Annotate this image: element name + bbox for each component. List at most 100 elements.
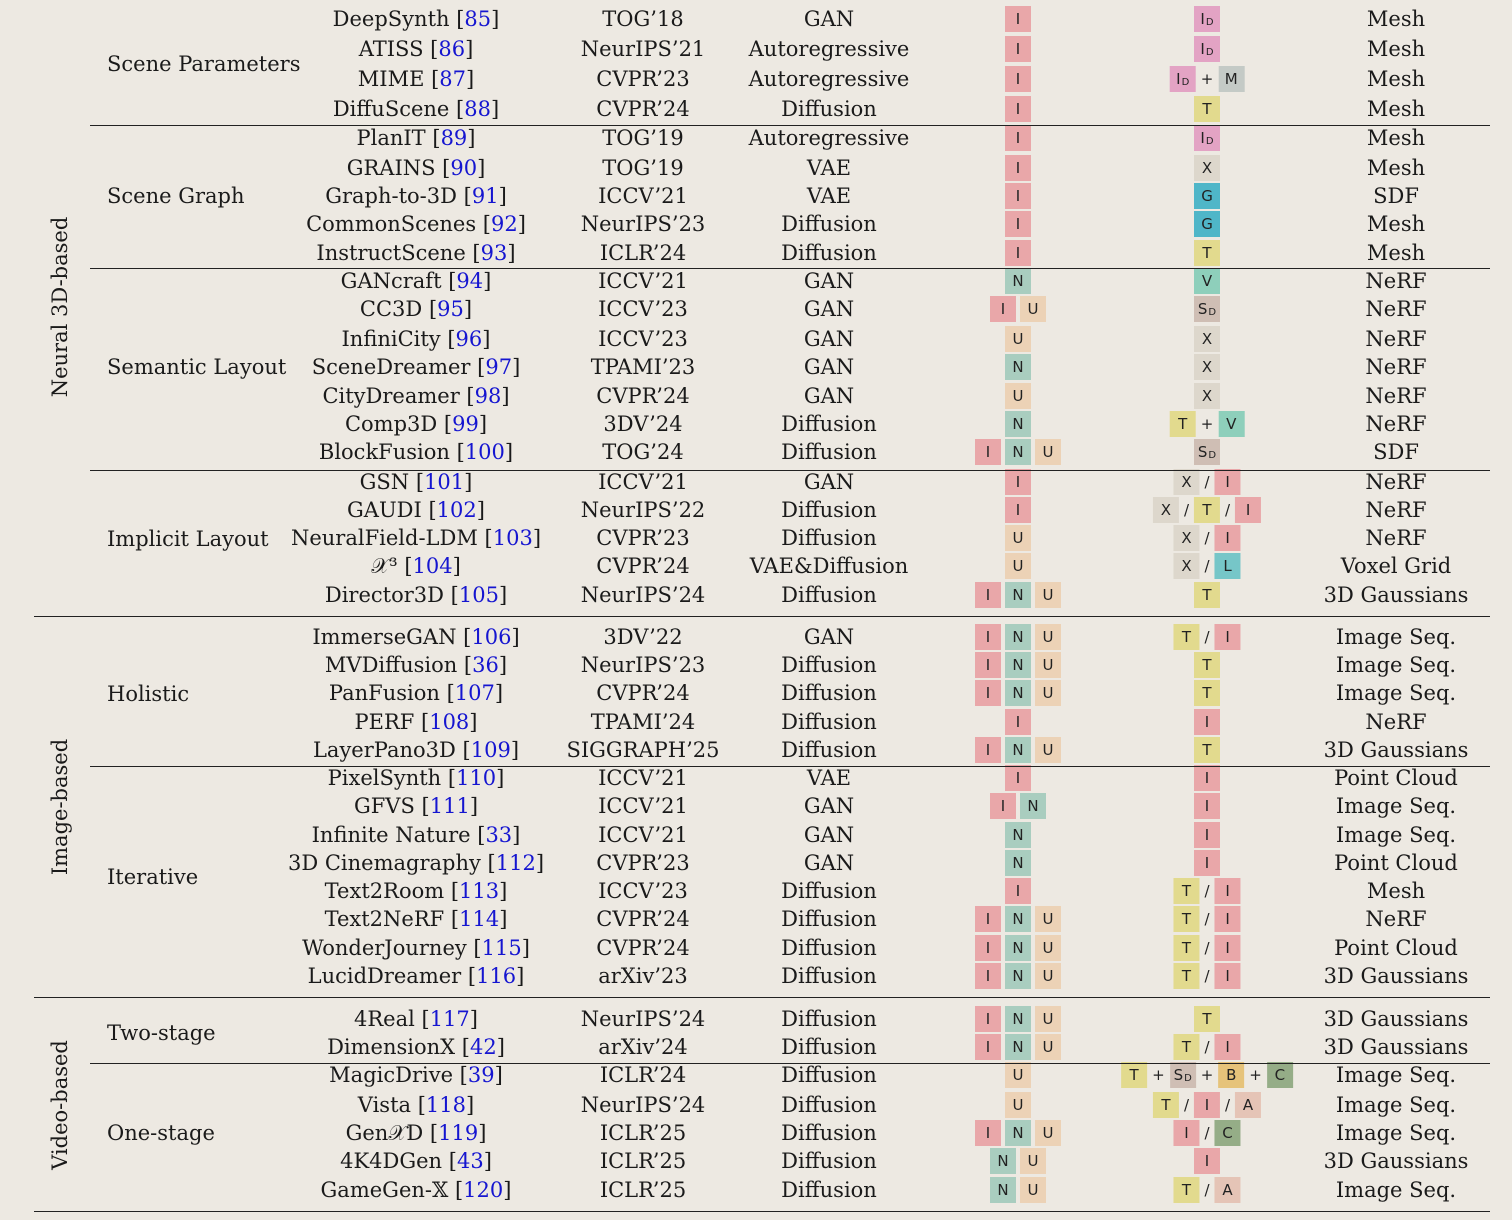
model-type: Diffusion bbox=[781, 681, 877, 705]
citation-link[interactable]: 104 bbox=[412, 554, 453, 578]
tag-c: C bbox=[1214, 1120, 1241, 1146]
citation-link[interactable]: 33 bbox=[485, 823, 513, 847]
model-type: GAN bbox=[803, 269, 855, 293]
citation-link[interactable]: 118 bbox=[425, 1093, 467, 1117]
citation-link[interactable]: 90 bbox=[450, 156, 478, 180]
citation-link[interactable]: 98 bbox=[474, 384, 502, 408]
citation-link[interactable]: 88 bbox=[464, 97, 491, 121]
citation-link[interactable]: 107 bbox=[454, 681, 495, 705]
method-name: LayerPano3D [109] bbox=[312, 738, 520, 762]
tag-t: T bbox=[1173, 1177, 1200, 1203]
input-tags: I bbox=[1005, 155, 1031, 181]
tag-n: N bbox=[1005, 906, 1031, 932]
method-name: BlockFusion [100] bbox=[318, 440, 514, 464]
tag-u: U bbox=[1020, 296, 1046, 322]
citation-link[interactable]: 108 bbox=[429, 710, 470, 734]
operator-symbol: / bbox=[1204, 628, 1210, 646]
citation-link[interactable]: 36 bbox=[472, 653, 499, 677]
representation: Image Seq. bbox=[1335, 1178, 1457, 1202]
tag-t: T bbox=[1173, 878, 1200, 904]
tag-x: X bbox=[1194, 354, 1220, 380]
tag-i: I bbox=[1173, 1120, 1200, 1146]
method-name: Vista [118] bbox=[357, 1093, 475, 1117]
tag-t: T bbox=[1194, 582, 1220, 608]
citation-link[interactable]: 95 bbox=[437, 297, 464, 321]
input-tags: I bbox=[1005, 96, 1031, 122]
method-label: ATISS bbox=[358, 37, 424, 61]
representation: Point Cloud bbox=[1334, 851, 1458, 875]
tag-t: T bbox=[1173, 906, 1200, 932]
citation-link[interactable]: 87 bbox=[439, 67, 467, 91]
citation-link[interactable]: 113 bbox=[459, 879, 500, 903]
tag-i: I bbox=[1005, 211, 1031, 237]
citation-link[interactable]: 86 bbox=[438, 37, 466, 61]
representation: Mesh bbox=[1366, 126, 1426, 150]
method-name: CommonScenes [92] bbox=[306, 212, 526, 236]
method-name: MVDiffusion [36] bbox=[324, 653, 508, 677]
representation: Point Cloud bbox=[1334, 936, 1458, 960]
citation-link[interactable]: 106 bbox=[471, 625, 512, 649]
method-label: 𝒳³ bbox=[371, 554, 398, 578]
citation-link[interactable]: 94 bbox=[456, 269, 484, 293]
citation-link[interactable]: 85 bbox=[464, 7, 492, 31]
citation-link[interactable]: 105 bbox=[458, 583, 499, 607]
tag-subscript: D bbox=[1205, 46, 1214, 58]
citation-link[interactable]: 114 bbox=[459, 907, 500, 931]
citation-link[interactable]: 111 bbox=[429, 794, 470, 818]
citation-link[interactable]: 99 bbox=[452, 412, 479, 436]
representation: Point Cloud bbox=[1334, 766, 1458, 790]
condition-tags: T / I bbox=[1173, 1034, 1241, 1060]
citation-link[interactable]: 101 bbox=[424, 470, 465, 494]
citation-link[interactable]: 89 bbox=[440, 126, 468, 150]
condition-tags: I bbox=[1194, 850, 1220, 876]
condition-tags: T / I bbox=[1173, 624, 1241, 650]
citation-link[interactable]: 109 bbox=[470, 738, 511, 762]
subgroup-label: Scene Parameters bbox=[107, 52, 301, 76]
tag-x: X bbox=[1173, 525, 1200, 551]
citation-link[interactable]: 120 bbox=[463, 1178, 504, 1202]
model-type: Diffusion bbox=[781, 964, 877, 988]
method-label: WonderJourney bbox=[302, 936, 467, 960]
tag-i: I bbox=[1214, 878, 1241, 904]
operator-symbol: / bbox=[1204, 529, 1210, 547]
method-name: ATISS [86] bbox=[358, 37, 474, 61]
tag-i: I bbox=[1005, 878, 1031, 904]
citation-link[interactable]: 103 bbox=[492, 526, 533, 550]
method-name: DiffuScene [88] bbox=[332, 97, 500, 121]
citation-link[interactable]: 96 bbox=[455, 327, 483, 351]
representation: Image Seq. bbox=[1335, 823, 1457, 847]
citation-link[interactable]: 119 bbox=[438, 1121, 479, 1145]
tag-x: X bbox=[1194, 155, 1220, 181]
input-tags: I bbox=[1005, 211, 1031, 237]
venue: ICCV’21 bbox=[598, 184, 688, 208]
method-name: InfiniCity [96] bbox=[341, 327, 491, 351]
citation-link[interactable]: 117 bbox=[429, 1007, 470, 1031]
model-type: GAN bbox=[803, 297, 855, 321]
citation-link[interactable]: 110 bbox=[456, 766, 497, 790]
venue: 3DV’24 bbox=[603, 412, 683, 436]
subgroup-label: Implicit Layout bbox=[107, 526, 269, 551]
operator-symbol: + bbox=[1200, 70, 1214, 88]
citation-link[interactable]: 92 bbox=[490, 212, 518, 236]
method-label: ImmerseGAN bbox=[312, 625, 457, 649]
citation-link[interactable]: 102 bbox=[436, 498, 477, 522]
tag-u: U bbox=[1005, 553, 1031, 579]
citation-link[interactable]: 112 bbox=[495, 851, 536, 875]
citation-link[interactable]: 97 bbox=[485, 355, 513, 379]
citation-link[interactable]: 91 bbox=[471, 184, 499, 208]
citation-link[interactable]: 39 bbox=[467, 1063, 495, 1087]
citation-link[interactable]: 100 bbox=[464, 440, 505, 464]
citation-link[interactable]: 116 bbox=[476, 964, 517, 988]
citation-link[interactable]: 93 bbox=[480, 241, 508, 265]
input-tags: I bbox=[1005, 183, 1031, 209]
citation-link[interactable]: 43 bbox=[456, 1149, 484, 1173]
citation-link[interactable]: 115 bbox=[481, 936, 522, 960]
venue: NeurIPS’21 bbox=[580, 37, 706, 61]
citation-link[interactable]: 42 bbox=[469, 1035, 497, 1059]
